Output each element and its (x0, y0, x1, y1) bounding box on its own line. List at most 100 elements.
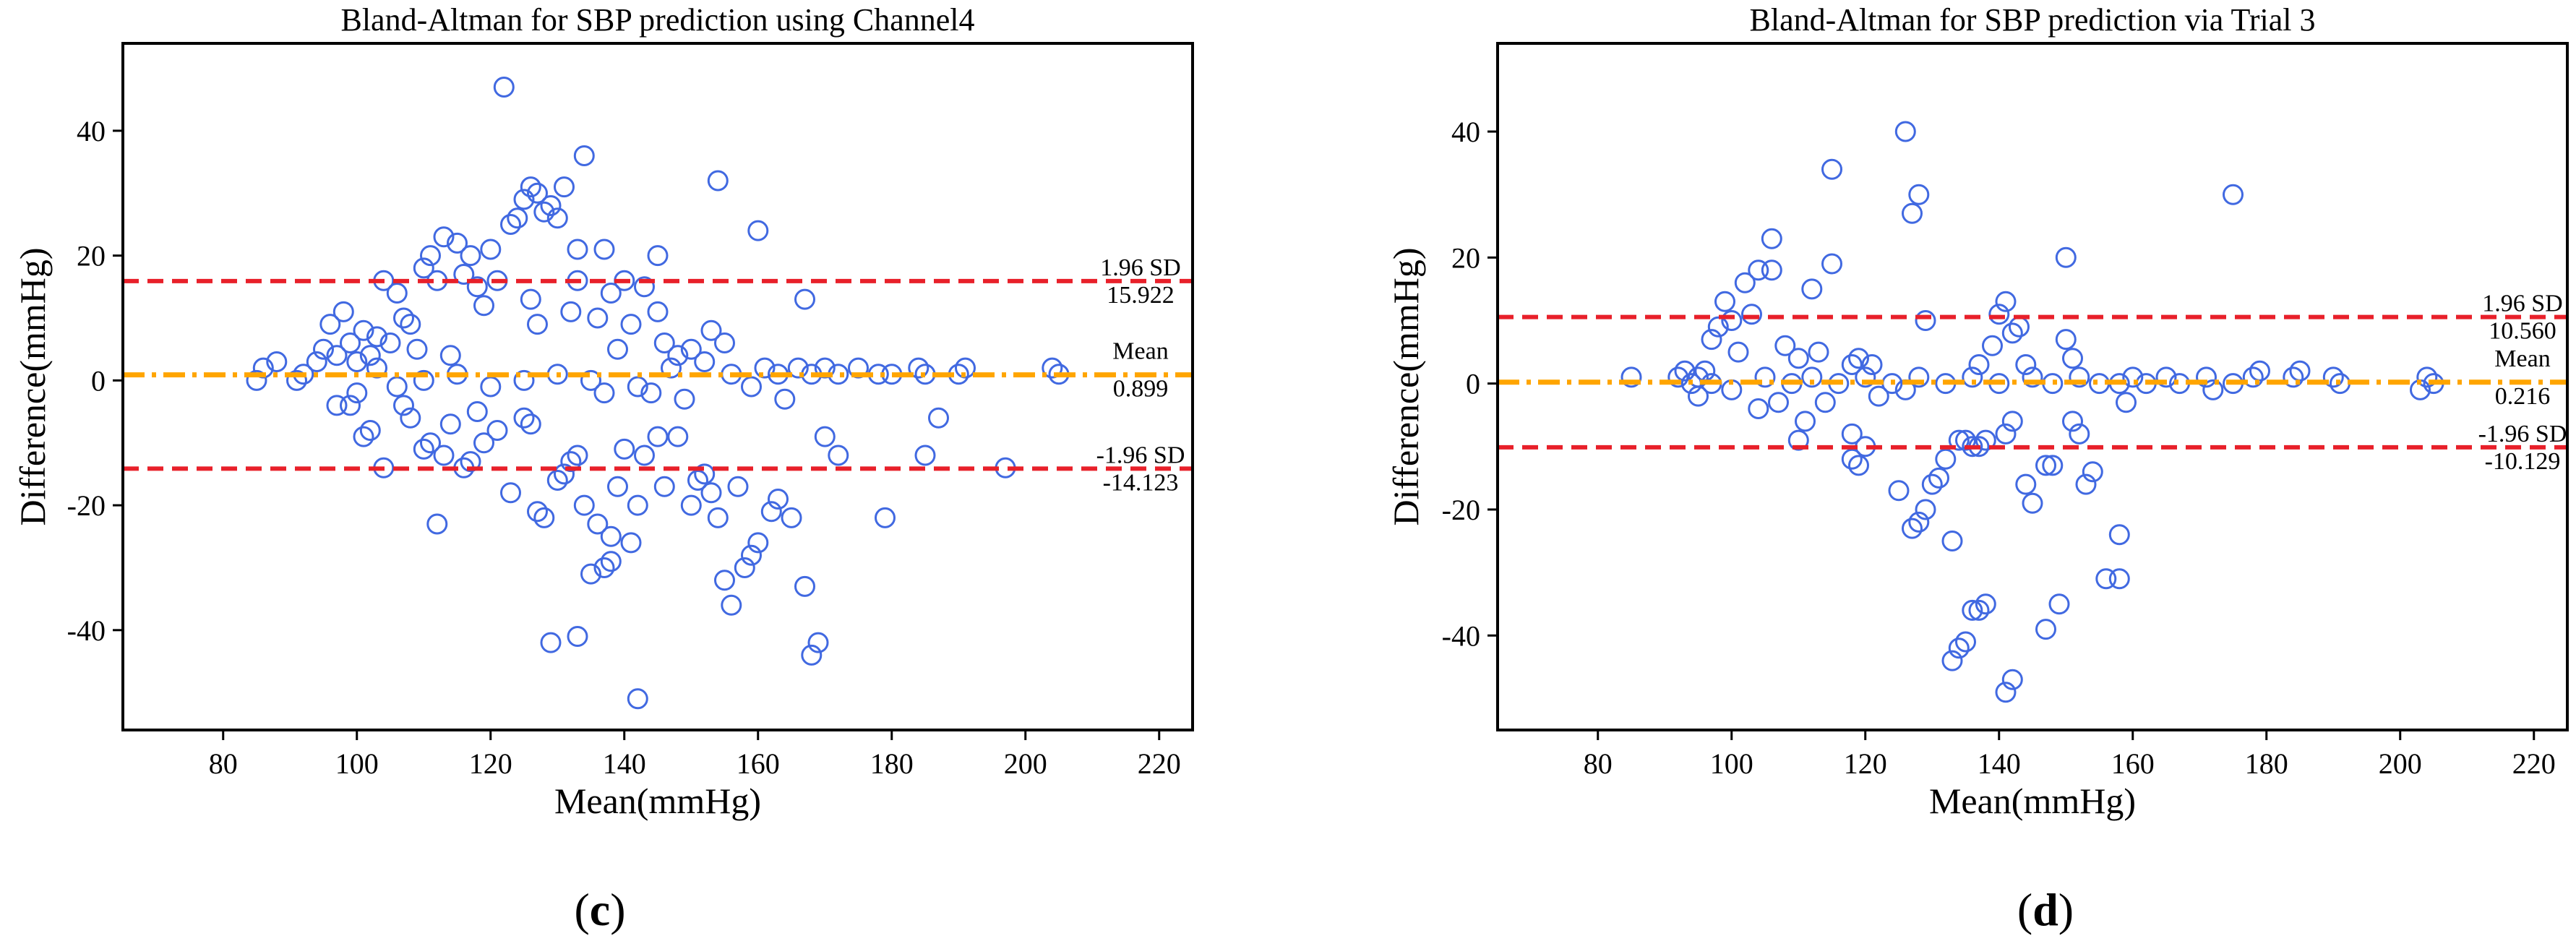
data-point (439, 345, 461, 366)
data-point (2022, 492, 2043, 514)
x-tick-label: 200 (2379, 747, 2422, 780)
data-point (2075, 473, 2097, 495)
data-point (2042, 455, 2064, 476)
data-point (439, 413, 461, 435)
data-point (2035, 619, 2056, 640)
data-point (332, 301, 354, 322)
data-point (1915, 310, 1936, 331)
data-point (1868, 385, 1889, 407)
data-points (1620, 121, 2444, 703)
data-point (1948, 429, 1970, 451)
data-point (607, 338, 628, 360)
data-point (627, 494, 648, 516)
data-point (540, 195, 562, 216)
data-point (2202, 379, 2224, 400)
data-point (593, 557, 615, 578)
data-point (386, 376, 408, 398)
data-point (760, 501, 782, 523)
data-point (754, 357, 776, 379)
y-tick-label: -20 (1442, 494, 1480, 526)
data-point (747, 532, 769, 554)
y-axis-label: Difference(mmHg) (12, 247, 53, 525)
x-tick-label: 160 (2111, 747, 2155, 780)
data-point (1962, 599, 1983, 621)
data-point (1841, 448, 1863, 470)
data-point (1761, 259, 1782, 281)
data-point (2062, 348, 2083, 369)
data-point (928, 407, 949, 429)
x-tick-label: 220 (2512, 747, 2556, 780)
data-point (768, 489, 789, 510)
data-point (1955, 429, 1976, 451)
data-point (848, 357, 869, 379)
data-point (2116, 392, 2137, 413)
data-point (513, 407, 535, 429)
data-point (707, 507, 729, 528)
data-point (480, 239, 502, 260)
x-tick-label: 80 (209, 747, 238, 780)
data-point (513, 189, 535, 210)
data-point (587, 307, 609, 329)
data-point (1748, 398, 1769, 419)
x-tick-label: 180 (870, 747, 914, 780)
data-point (1774, 335, 1796, 356)
data-point (573, 494, 595, 516)
data-point (727, 476, 749, 497)
data-point (560, 451, 582, 473)
data-point (1902, 202, 1923, 224)
data-point (620, 314, 642, 335)
data-point (814, 357, 836, 379)
panel-label: (d) (2017, 884, 2074, 935)
data-point (1841, 354, 1863, 375)
data-point (386, 283, 408, 304)
data-point (1801, 278, 1823, 300)
y-tick-label: -40 (1442, 619, 1480, 652)
data-point (1962, 366, 1983, 388)
data-point (667, 426, 689, 447)
data-point (1754, 366, 1776, 388)
data-point (420, 245, 441, 267)
y-tick-label: -40 (67, 614, 106, 647)
data-point (593, 382, 615, 404)
data-point (700, 319, 722, 341)
data-point (1848, 348, 1869, 369)
x-tick-label: 140 (603, 747, 646, 780)
data-point (346, 351, 368, 372)
data-point (653, 476, 675, 497)
data-point (2055, 329, 2077, 351)
data-point (1902, 518, 1923, 539)
data-point (1915, 499, 1936, 520)
data-point (734, 557, 755, 578)
data-point (807, 632, 829, 653)
panel-c: Bland-Altman for SBP prediction using Ch… (12, 2, 1194, 935)
data-point (2122, 366, 2144, 388)
data-point (393, 307, 414, 329)
data-point (680, 338, 702, 360)
data-point (2108, 568, 2130, 590)
x-tick-label: 120 (1844, 747, 1887, 780)
plot-frame (1496, 42, 2569, 731)
data-point (707, 170, 729, 192)
data-point (580, 563, 601, 585)
data-point (634, 445, 655, 466)
data-point (246, 369, 267, 391)
data-point (493, 77, 515, 98)
data-point (520, 176, 541, 198)
data-point (1714, 291, 1735, 312)
data-point (2001, 669, 2023, 690)
data-point (420, 432, 441, 454)
data-point (340, 395, 361, 416)
data-point (828, 445, 849, 466)
data-point (2042, 373, 2064, 395)
x-tick-label: 100 (1710, 747, 1753, 780)
data-point (1928, 467, 1949, 489)
data-point (1761, 228, 1782, 249)
data-point (801, 644, 823, 666)
data-point (1995, 423, 2017, 445)
data-point (667, 345, 689, 366)
data-point (359, 420, 381, 441)
data-point (2055, 246, 2077, 268)
data-point (1768, 392, 1789, 413)
x-axis-label: Mean(mmHg) (554, 781, 761, 821)
